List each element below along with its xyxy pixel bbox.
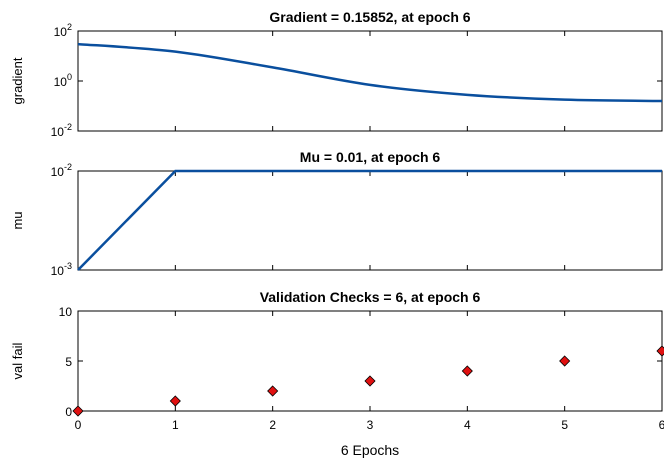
x-tick-label: 1 — [172, 418, 179, 432]
x-tick-label: 3 — [367, 418, 374, 432]
y-tick-label: 10-2 — [51, 162, 72, 179]
panel-gradient: Gradient = 0.15852, at epoch 6 gradient 10… — [10, 9, 663, 139]
plot-title-gradient: Gradient = 0.15852, at epoch 6 — [269, 9, 470, 25]
x-tick-label: 4 — [464, 418, 471, 432]
x-tick-label: 2 — [269, 418, 276, 432]
y-axis-label-mu: mu — [10, 211, 25, 229]
x-tick-label: 6 — [659, 418, 664, 432]
x-axis-label: 6 Epochs — [341, 442, 399, 458]
data-point-diamond — [169, 395, 181, 407]
data-point-diamond — [72, 405, 84, 417]
axes-box-mu — [77, 170, 663, 271]
y-tick-label: 0 — [65, 405, 72, 419]
data-point-diamond — [267, 385, 279, 397]
axes-box-gradient — [77, 30, 663, 132]
x-tick-label: 5 — [561, 418, 568, 432]
series-line-gradient — [77, 42, 663, 103]
data-point-diamond — [656, 345, 664, 357]
y-tick-label: 100 — [54, 72, 72, 89]
y-tick-label: 102 — [54, 22, 72, 39]
x-tick-label: 0 — [75, 418, 82, 432]
y-tick-label: 10-2 — [51, 122, 72, 139]
panel-val-fail: Validation Checks = 6, at epoch 6 val fai… — [10, 289, 664, 458]
y-tick-label: 10 — [59, 305, 73, 319]
y-tick-label: 10-3 — [51, 261, 72, 278]
panel-mu: Mu = 0.01, at epoch 6 mu 10-3 10-2 — [10, 149, 663, 278]
plot-title-mu: Mu = 0.01, at epoch 6 — [300, 149, 441, 165]
plot-title-val-fail: Validation Checks = 6, at epoch 6 — [260, 289, 481, 305]
axes-box-val-fail — [77, 310, 663, 412]
series-line-mu — [77, 169, 662, 271]
y-axis-label-val-fail: val fail — [10, 342, 25, 379]
data-point-diamond — [364, 375, 376, 387]
y-axis-label-gradient: gradient — [10, 57, 25, 104]
data-point-diamond — [559, 355, 571, 367]
data-point-diamond — [461, 365, 473, 377]
y-tick-label: 5 — [65, 355, 72, 369]
